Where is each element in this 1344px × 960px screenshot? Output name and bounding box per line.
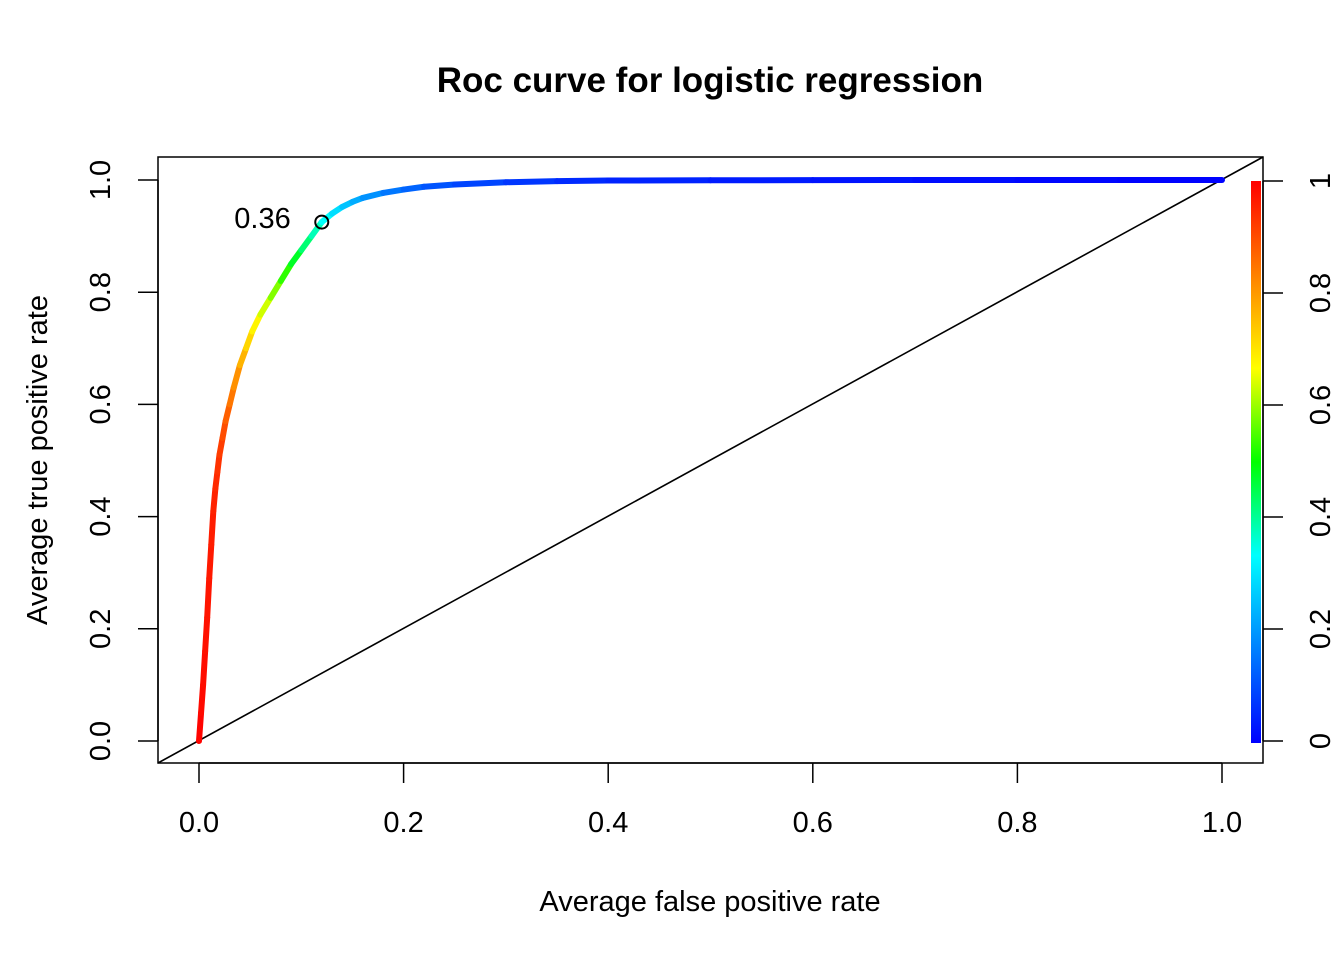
roc-curve-segment <box>502 178 561 186</box>
roc-curve-segment <box>451 179 509 188</box>
y-tick-label: 0.4 <box>85 496 117 536</box>
colorbar-tick-label: 0 <box>1305 733 1337 749</box>
roc-curve <box>196 177 1225 744</box>
chart-title: Roc curve for logistic regression <box>437 61 984 100</box>
roc-curve-segment <box>202 614 211 655</box>
x-tick-label: 0.4 <box>588 807 628 839</box>
roc-curve-segment <box>210 485 219 514</box>
y-tick-label: 0.8 <box>85 272 117 312</box>
colorbar <box>1251 181 1261 743</box>
y-axis: 0.0 0.2 0.4 0.6 0.8 1.0 <box>85 160 159 761</box>
roc-curve-segment <box>421 181 458 190</box>
colorbar-tick-label: 0.2 <box>1305 609 1337 649</box>
x-tick-label: 1.0 <box>1202 807 1242 839</box>
roc-curve-segment <box>277 261 295 284</box>
roc-curve-segment <box>230 362 243 391</box>
y-tick-label: 0.0 <box>85 721 117 761</box>
roc-curve-segment <box>380 186 407 196</box>
roc-curve-segment <box>206 541 215 582</box>
roc-curve-segment <box>200 648 209 688</box>
diagonal-reference-line <box>157 156 1264 764</box>
roc-curve-segment <box>204 575 213 621</box>
roc-curve-segment <box>249 311 264 335</box>
roc-curve-segment <box>554 177 612 185</box>
colorbar-tick-label: 1 <box>1305 173 1337 189</box>
roc-curve-segment <box>198 681 207 716</box>
roc-curve-segment <box>267 277 284 301</box>
x-tick-label: 0.2 <box>383 807 423 839</box>
colorbar-tick-label: 0.4 <box>1305 497 1337 537</box>
x-tick-label: 0.8 <box>997 807 1037 839</box>
y-tick-label: 1.0 <box>85 160 117 200</box>
x-axis-label: Average false positive rate <box>539 886 880 918</box>
y-tick-label: 0.2 <box>85 609 117 649</box>
x-tick-label: 0.6 <box>793 807 833 839</box>
cutoff-annotation: 0.36 <box>234 203 290 235</box>
cutoff-marker <box>314 214 330 230</box>
roc-curve-segment <box>257 294 274 318</box>
roc-curve-segment <box>208 507 217 548</box>
roc-curve-segment <box>400 183 428 193</box>
y-axis-label: Average true positive rate <box>22 295 54 625</box>
colorbar-tick-label: 0.8 <box>1305 273 1337 313</box>
colorbar-tick-label: 0.6 <box>1305 385 1337 425</box>
roc-curve-segment <box>359 189 387 201</box>
colorbar-axis: 0 0.2 0.4 0.6 0.8 1 <box>1262 173 1337 749</box>
x-axis: 0.0 0.2 0.4 0.6 0.8 1.0 <box>179 762 1242 839</box>
roc-curve-segment <box>196 709 205 744</box>
y-tick-label: 0.6 <box>85 384 117 424</box>
x-tick-label: 0.0 <box>179 807 219 839</box>
